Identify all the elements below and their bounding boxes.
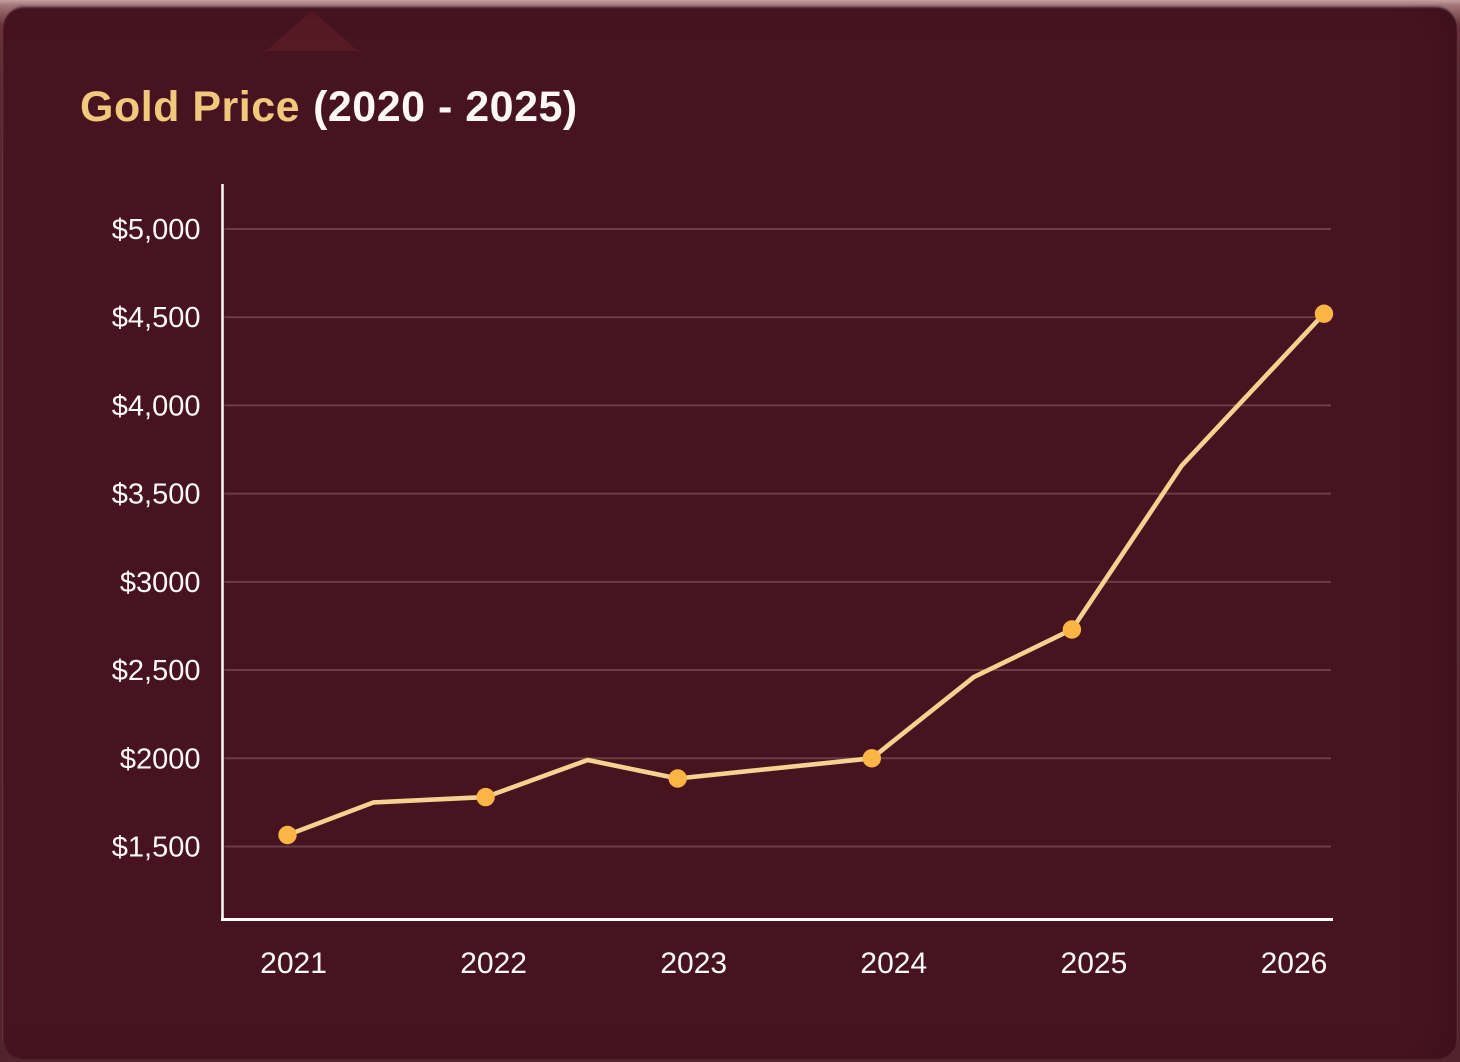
triangle-artifact (266, 11, 358, 51)
y-tick-label: $2,500 (112, 655, 201, 687)
y-tick-label: $2000 (120, 743, 201, 775)
x-tick-label: 2024 (860, 947, 927, 980)
y-tick-label: $3,500 (112, 479, 201, 511)
x-tick-label: 2021 (260, 947, 327, 980)
y-tick-label: $4,500 (112, 302, 201, 334)
chart-title-accent: Gold Price (80, 83, 301, 131)
data-point-marker (1314, 304, 1334, 323)
x-tick-label: 2026 (1261, 947, 1328, 980)
data-point-marker (1062, 620, 1082, 639)
y-tick-label: $1,500 (112, 831, 201, 863)
line-chart: $5,000 $4,500 $4,000 $3,500 $3000 $2,500 $2000… (112, 184, 1334, 980)
data-point-marker (862, 749, 881, 768)
x-tick-label: 2022 (460, 947, 527, 980)
data-point-marker (668, 769, 687, 788)
price-line (285, 311, 1327, 838)
chart-title: Gold Price (2020 - 2025) (80, 83, 578, 132)
data-point-marker (476, 787, 495, 807)
y-tick-label: $3000 (120, 567, 201, 599)
chart-card: Gold Price (2020 - 2025) $5,000 $4,500 $4,0… (2, 5, 1458, 1059)
y-tick-label: $4,000 (112, 390, 201, 422)
x-tick-label: 2023 (660, 947, 727, 980)
chart-title-suffix: (2020 - 2025) (313, 83, 578, 131)
x-tick-label: 2025 (1061, 947, 1128, 980)
y-tick-label: $5,000 (112, 214, 201, 246)
data-point-marker (278, 825, 297, 845)
